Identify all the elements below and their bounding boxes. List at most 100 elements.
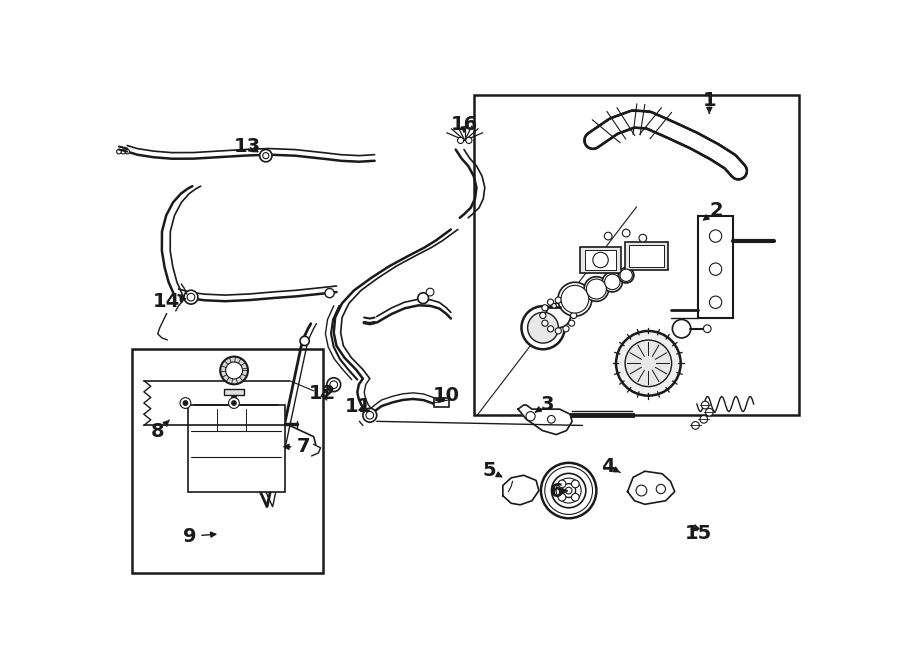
Circle shape xyxy=(626,340,671,387)
Circle shape xyxy=(263,153,269,159)
Circle shape xyxy=(546,303,571,328)
Text: 3: 3 xyxy=(536,395,554,414)
Ellipse shape xyxy=(562,326,569,332)
Text: 13: 13 xyxy=(234,137,261,156)
Bar xyxy=(132,349,322,573)
Text: 16: 16 xyxy=(450,114,478,134)
Ellipse shape xyxy=(555,328,562,334)
Ellipse shape xyxy=(547,299,553,305)
Circle shape xyxy=(260,149,272,162)
Circle shape xyxy=(544,467,592,514)
Circle shape xyxy=(521,306,564,349)
Circle shape xyxy=(709,296,722,309)
Circle shape xyxy=(427,288,434,296)
Bar xyxy=(434,398,449,407)
Circle shape xyxy=(556,478,581,503)
Circle shape xyxy=(584,277,608,301)
Bar xyxy=(698,215,733,317)
Circle shape xyxy=(526,412,536,421)
Circle shape xyxy=(605,274,620,290)
Text: 2: 2 xyxy=(704,201,723,220)
Circle shape xyxy=(229,398,239,408)
Circle shape xyxy=(706,408,713,416)
Circle shape xyxy=(639,234,647,242)
Circle shape xyxy=(552,473,586,508)
Circle shape xyxy=(231,401,237,405)
Circle shape xyxy=(562,484,576,498)
Bar xyxy=(629,245,663,267)
Circle shape xyxy=(672,319,691,338)
Ellipse shape xyxy=(569,305,575,311)
Circle shape xyxy=(618,268,634,283)
Ellipse shape xyxy=(542,320,548,327)
Circle shape xyxy=(704,325,711,332)
Circle shape xyxy=(325,288,334,297)
Circle shape xyxy=(117,149,122,154)
Circle shape xyxy=(300,336,310,346)
Circle shape xyxy=(125,149,130,154)
Circle shape xyxy=(709,230,722,242)
Text: 10: 10 xyxy=(433,387,460,405)
Circle shape xyxy=(220,356,248,384)
Text: 14: 14 xyxy=(152,292,185,311)
Circle shape xyxy=(547,416,555,423)
Bar xyxy=(580,247,621,273)
Circle shape xyxy=(656,485,665,494)
Bar xyxy=(625,242,668,270)
Bar xyxy=(473,95,799,415)
Ellipse shape xyxy=(562,299,569,305)
Circle shape xyxy=(572,480,580,488)
Circle shape xyxy=(565,487,572,494)
Circle shape xyxy=(184,290,198,304)
Circle shape xyxy=(604,232,612,240)
Circle shape xyxy=(616,331,680,396)
Text: 1: 1 xyxy=(703,91,716,113)
Circle shape xyxy=(330,381,338,389)
Circle shape xyxy=(701,401,709,409)
Circle shape xyxy=(527,312,558,343)
Circle shape xyxy=(558,282,592,316)
Text: 5: 5 xyxy=(482,461,501,480)
Circle shape xyxy=(457,137,464,143)
Circle shape xyxy=(700,416,707,423)
Ellipse shape xyxy=(547,326,553,332)
Circle shape xyxy=(418,293,428,303)
Circle shape xyxy=(541,463,597,518)
Circle shape xyxy=(363,408,377,422)
Bar xyxy=(224,389,244,395)
Circle shape xyxy=(226,362,243,379)
Circle shape xyxy=(709,263,722,276)
Circle shape xyxy=(561,286,589,313)
Circle shape xyxy=(558,480,566,488)
Circle shape xyxy=(636,485,647,496)
Circle shape xyxy=(183,401,188,405)
Circle shape xyxy=(180,398,191,408)
Circle shape xyxy=(552,303,556,308)
Text: 11: 11 xyxy=(345,397,373,416)
Circle shape xyxy=(622,229,630,237)
Circle shape xyxy=(593,253,608,268)
Circle shape xyxy=(587,279,607,299)
Text: 15: 15 xyxy=(685,524,712,543)
Circle shape xyxy=(121,149,125,154)
Circle shape xyxy=(558,493,566,501)
Bar xyxy=(585,251,616,270)
Text: 9: 9 xyxy=(183,527,216,546)
Text: 7: 7 xyxy=(284,438,310,456)
Circle shape xyxy=(366,411,373,419)
Text: 4: 4 xyxy=(601,457,620,476)
Text: 8: 8 xyxy=(151,420,169,441)
Ellipse shape xyxy=(569,320,575,327)
Circle shape xyxy=(602,272,622,292)
Circle shape xyxy=(572,493,580,501)
Circle shape xyxy=(187,293,194,301)
Ellipse shape xyxy=(542,305,548,311)
Ellipse shape xyxy=(555,297,562,303)
Ellipse shape xyxy=(571,313,577,319)
Text: 6: 6 xyxy=(550,482,567,501)
Circle shape xyxy=(466,137,472,143)
Text: 12: 12 xyxy=(309,384,337,403)
Circle shape xyxy=(691,422,699,429)
Circle shape xyxy=(620,269,633,282)
Polygon shape xyxy=(518,405,572,434)
